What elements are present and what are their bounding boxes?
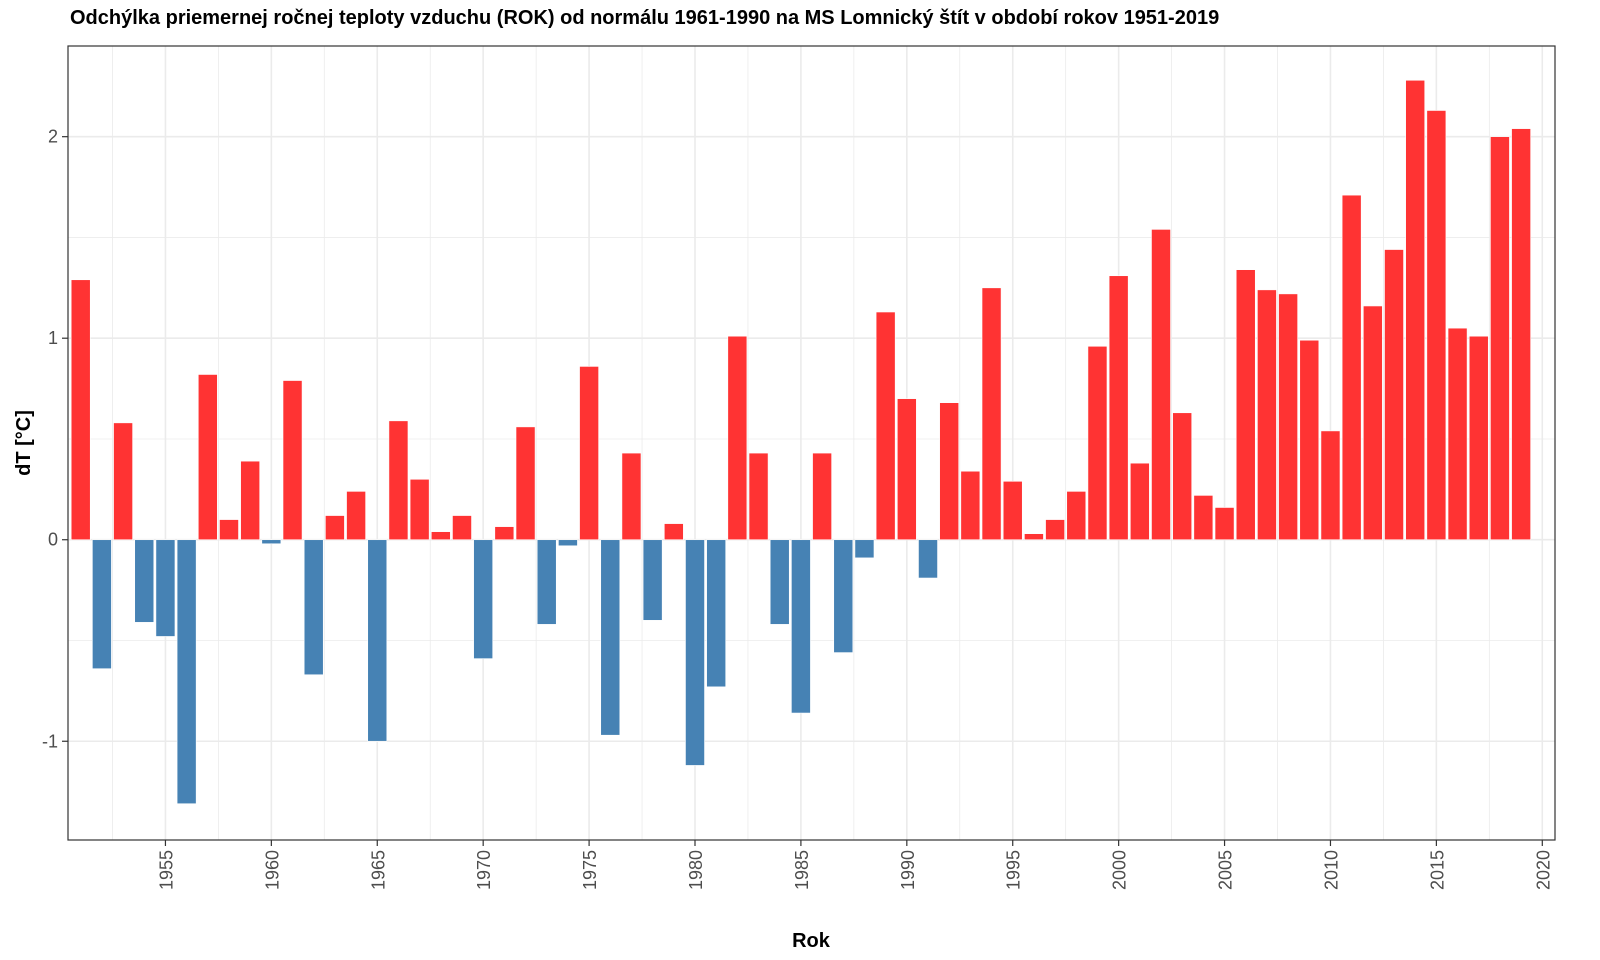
bar-1993 [960, 470, 981, 541]
bar-1956 [176, 539, 197, 805]
x-tick-label: 1980 [686, 850, 706, 890]
bar-2015 [1426, 110, 1447, 541]
bar-1972 [515, 426, 536, 541]
y-axis-title: dT [°C] [13, 410, 35, 476]
bar-1985 [791, 539, 811, 714]
bar-1976 [600, 539, 621, 736]
y-tick-label: 0 [48, 530, 58, 550]
bar-2017 [1468, 335, 1489, 541]
bar-1955 [155, 539, 176, 637]
bar-2011 [1341, 194, 1362, 541]
x-tick-label: 2020 [1533, 850, 1553, 890]
bar-2010 [1320, 430, 1341, 541]
x-tick-label: 1955 [156, 850, 176, 890]
bar-2000 [1108, 275, 1129, 541]
bar-1996 [1024, 533, 1044, 541]
bar-2012 [1362, 305, 1383, 541]
bar-1998 [1066, 491, 1087, 541]
bar-1984 [769, 539, 790, 625]
bar-2008 [1278, 293, 1298, 541]
bar-1997 [1045, 519, 1065, 541]
bar-1954 [134, 539, 155, 623]
x-tick-label: 1990 [898, 850, 918, 890]
bar-1958 [219, 519, 239, 541]
y-axis-ticks: -1 0 1 2 [42, 127, 68, 751]
bar-1978 [642, 539, 663, 621]
bar-1953 [113, 422, 133, 541]
grid-lines [68, 46, 1555, 840]
bar-1967 [409, 478, 430, 541]
bar-1962 [303, 539, 324, 676]
bar-2006 [1235, 269, 1256, 541]
bar-2009 [1299, 339, 1320, 541]
x-tick-label: 1970 [474, 850, 494, 890]
bar-1977 [621, 452, 642, 541]
bar-1974 [558, 539, 578, 547]
bar-1968 [430, 531, 451, 541]
x-tick-label: 1960 [262, 850, 282, 890]
bar-1979 [663, 523, 684, 541]
bar-2002 [1151, 229, 1171, 541]
bar-2013 [1384, 249, 1404, 541]
bar-1961 [282, 380, 303, 541]
bar-1983 [748, 452, 769, 541]
bar-1969 [452, 515, 472, 541]
bar-1986 [812, 452, 832, 541]
x-tick-label: 2010 [1321, 850, 1341, 890]
bar-1981 [706, 539, 727, 688]
bar-1970 [473, 539, 494, 659]
bar-2019 [1511, 128, 1531, 541]
bar-2016 [1447, 327, 1468, 541]
x-axis-title: Rok [792, 930, 831, 952]
x-tick-label: 1985 [792, 850, 812, 890]
bar-1964 [346, 491, 366, 541]
bar-1959 [240, 460, 261, 541]
bar-1963 [325, 515, 345, 541]
bar-1982 [727, 335, 748, 541]
x-tick-label: 1965 [368, 850, 388, 890]
bars [70, 79, 1531, 805]
bar-2018 [1490, 136, 1510, 541]
bar-1990 [896, 398, 917, 541]
bar-2003 [1172, 412, 1193, 541]
chart-title: Odchýlka priemernej ročnej teploty vzduc… [70, 7, 1220, 29]
bar-2001 [1129, 462, 1150, 541]
bar-1987 [833, 539, 854, 653]
bar-1951 [70, 279, 91, 541]
bar-1994 [981, 287, 1002, 541]
bar-1999 [1087, 345, 1108, 541]
x-tick-label: 2005 [1216, 850, 1236, 890]
bar-1992 [939, 402, 960, 541]
bar-1991 [918, 539, 938, 579]
bar-2014 [1405, 79, 1426, 541]
bar-1989 [875, 311, 896, 541]
x-tick-label: 2000 [1110, 850, 1130, 890]
y-tick-label: 2 [48, 127, 58, 147]
bar-1971 [494, 526, 515, 541]
bar-1952 [92, 539, 112, 670]
bar-1957 [197, 374, 218, 541]
bar-1973 [536, 539, 557, 625]
axes [67, 45, 1556, 841]
x-axis-ticks: 1955 1960 1965 1970 1975 1980 1985 1990 1995 2000… [156, 840, 1553, 890]
bar-1975 [579, 366, 599, 541]
y-tick-label: 1 [48, 328, 58, 348]
plot-panel-border [67, 45, 1556, 841]
y-tick-label: -1 [42, 731, 58, 751]
bar-1988 [854, 539, 875, 559]
x-tick-label: 1975 [580, 850, 600, 890]
x-tick-label: 2015 [1427, 850, 1447, 890]
bar-2004 [1193, 495, 1214, 541]
bar-1960 [261, 539, 282, 545]
x-tick-label: 1995 [1004, 850, 1024, 890]
bar-2007 [1257, 289, 1277, 541]
bar-1980 [685, 539, 705, 766]
bar-1966 [388, 420, 409, 541]
bar-1995 [1002, 480, 1023, 541]
bar-1965 [367, 539, 388, 742]
bar-2005 [1214, 507, 1235, 541]
